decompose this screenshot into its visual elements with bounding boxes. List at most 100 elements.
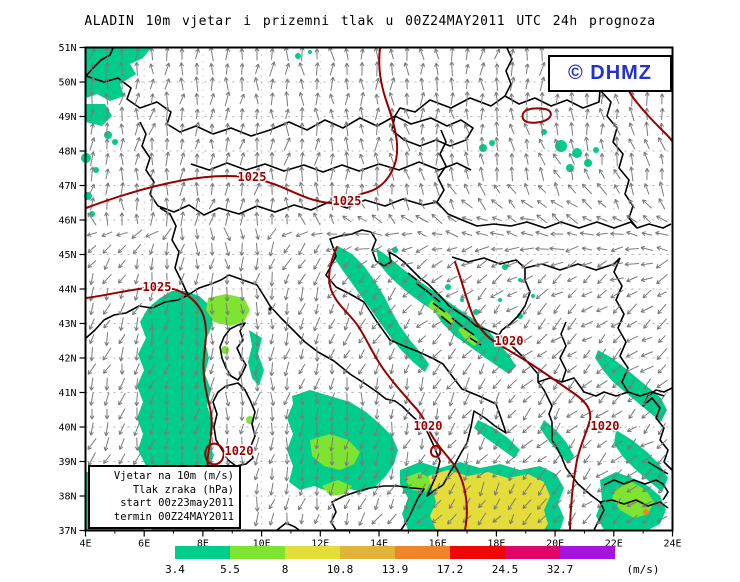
- coastline-path: [537, 377, 665, 397]
- lon-tick-label: 6E: [138, 539, 150, 550]
- lat-tick-label: 46N: [58, 216, 76, 227]
- coastline-path: [276, 522, 300, 531]
- lon-tick-label: 16E: [429, 539, 447, 550]
- legend-text-line: termin 00Z24MAY2011: [113, 510, 234, 523]
- wind-speed-patch: [474, 420, 520, 458]
- colorbar-segment: [505, 546, 560, 559]
- wind-speed-patch: [643, 509, 649, 515]
- coastline-path: [440, 315, 453, 326]
- isobar-value-label: 1025: [333, 194, 362, 208]
- legend-text-line: Tlak zraka (hPa): [132, 483, 234, 496]
- wind-vector-field: [86, 46, 669, 527]
- isobar-line: [328, 246, 468, 531]
- lat-tick-label: 44N: [58, 285, 76, 296]
- lon-tick-label: 18E: [487, 539, 505, 550]
- wind-speed-patch: [614, 430, 668, 492]
- wind-speed-patch: [428, 470, 550, 530]
- wind-speed-patch: [104, 131, 112, 139]
- wind-arrows: [86, 46, 669, 527]
- lat-tick-label: 40N: [58, 423, 76, 434]
- isobar-line: [454, 261, 592, 531]
- wind-speed-patch: [308, 50, 312, 54]
- colorbar: 3.4 5.5 8 10.8 13.9 17.2 24.5 32.7 (m/s): [165, 546, 660, 576]
- colorbar-segment: [230, 546, 285, 559]
- lon-tick-label: 10E: [253, 539, 271, 550]
- coastline-path: [370, 231, 605, 531]
- lat-tick-label: 41N: [58, 388, 76, 399]
- colorbar-tick-label: 17.2: [437, 563, 464, 576]
- wind-speed-patch: [89, 211, 95, 217]
- coastline-path: [436, 201, 672, 229]
- lat-tick-label: 50N: [58, 78, 76, 89]
- lat-tick-label: 39N: [58, 457, 76, 468]
- isobar-value-label: 1020: [225, 444, 254, 458]
- lon-tick-label: 4E: [79, 539, 91, 550]
- isobar-line: [429, 444, 442, 458]
- legend-text-line: start 00z23may2011: [120, 497, 234, 509]
- coastline-path: [85, 47, 114, 77]
- colorbar-tick-label: 10.8: [327, 563, 354, 576]
- coastline-path: [157, 198, 438, 216]
- colorbar-unit-label: (m/s): [626, 563, 659, 576]
- map-axes: 51N 50N 49N 48N 47N 46N 45N 44N 43N 42N 41N 40N 39N 3…: [58, 43, 681, 550]
- lon-tick-label: 22E: [605, 539, 623, 550]
- wind-speed-patch: [428, 300, 456, 326]
- wind-speed-patch: [445, 284, 451, 290]
- isobar-value-label: 1025: [238, 170, 267, 184]
- wind-speed-patch: [206, 294, 250, 326]
- wind-speed-patch: [584, 159, 592, 167]
- coastline-path: [504, 89, 601, 109]
- lon-tick-label: 24E: [663, 539, 681, 550]
- coastline-path: [139, 121, 159, 207]
- colorbar-segment: [285, 546, 340, 559]
- wind-speed-patch: [404, 472, 432, 492]
- isobar-line: [85, 47, 399, 209]
- wind-speed-patch: [518, 278, 522, 282]
- wind-speed-patch: [555, 140, 567, 152]
- isobar-value-label: 1025: [143, 280, 172, 294]
- legend-text-line: Vjetar na 10m (m/s): [113, 470, 234, 482]
- wind-speed-patch: [295, 53, 301, 59]
- wind-speed-patch: [93, 167, 99, 173]
- wind-speed-patch: [489, 140, 495, 146]
- colorbar-segment: [340, 546, 395, 559]
- colorbar-tick-label: 13.9: [382, 563, 409, 576]
- coastline-path: [432, 302, 446, 313]
- map-legend-box: Vjetar na 10m (m/s) Tlak zraka (hPa) start…: [88, 465, 241, 529]
- lat-tick-label: 48N: [58, 147, 76, 158]
- lat-tick-label: 51N: [58, 43, 76, 54]
- colorbar-segment: [450, 546, 505, 559]
- isobar-value-label: 1020: [591, 419, 620, 433]
- coastline-path: [642, 387, 673, 471]
- wind-speed-patch: [572, 148, 582, 158]
- colorbar-tick-label: 3.4: [165, 563, 185, 576]
- coastline-path: [603, 479, 669, 501]
- wind-speed-patch: [479, 144, 487, 152]
- lat-tick-label: 45N: [58, 250, 76, 261]
- lon-tick-label: 14E: [370, 539, 388, 550]
- colorbar-tick-label: 8: [282, 563, 289, 576]
- lat-tick-label: 38N: [58, 492, 76, 503]
- colorbar-tick-label: 24.5: [492, 563, 519, 576]
- wind-speed-patch: [112, 139, 118, 145]
- wind-speed-patch: [86, 104, 112, 126]
- wind-speed-patch: [498, 298, 502, 302]
- coastline-path: [415, 282, 441, 303]
- lon-tick-label: 8E: [197, 539, 209, 550]
- lat-tick-label: 43N: [58, 319, 76, 330]
- dhmz-logo: © DHMZ: [567, 62, 653, 84]
- coastline-path: [228, 229, 507, 497]
- page-title: ALADIN 10m vjetar i prizemni tlak u 00Z2…: [84, 14, 656, 29]
- wind-speed-patch: [221, 346, 229, 354]
- isobar-labels: 1025 1025 1025 1020 1020 1020 1020: [141, 169, 621, 460]
- wind-speed-patch: [593, 147, 599, 153]
- wind-speed-patch: [460, 298, 464, 302]
- lat-tick-label: 49N: [58, 112, 76, 123]
- coastline-path: [504, 47, 513, 97]
- colorbar-segment: [395, 546, 450, 559]
- isobar-line: [521, 107, 552, 124]
- coastline-path: [559, 321, 567, 383]
- coastline-path: [647, 461, 669, 475]
- coastline-path: [85, 274, 230, 339]
